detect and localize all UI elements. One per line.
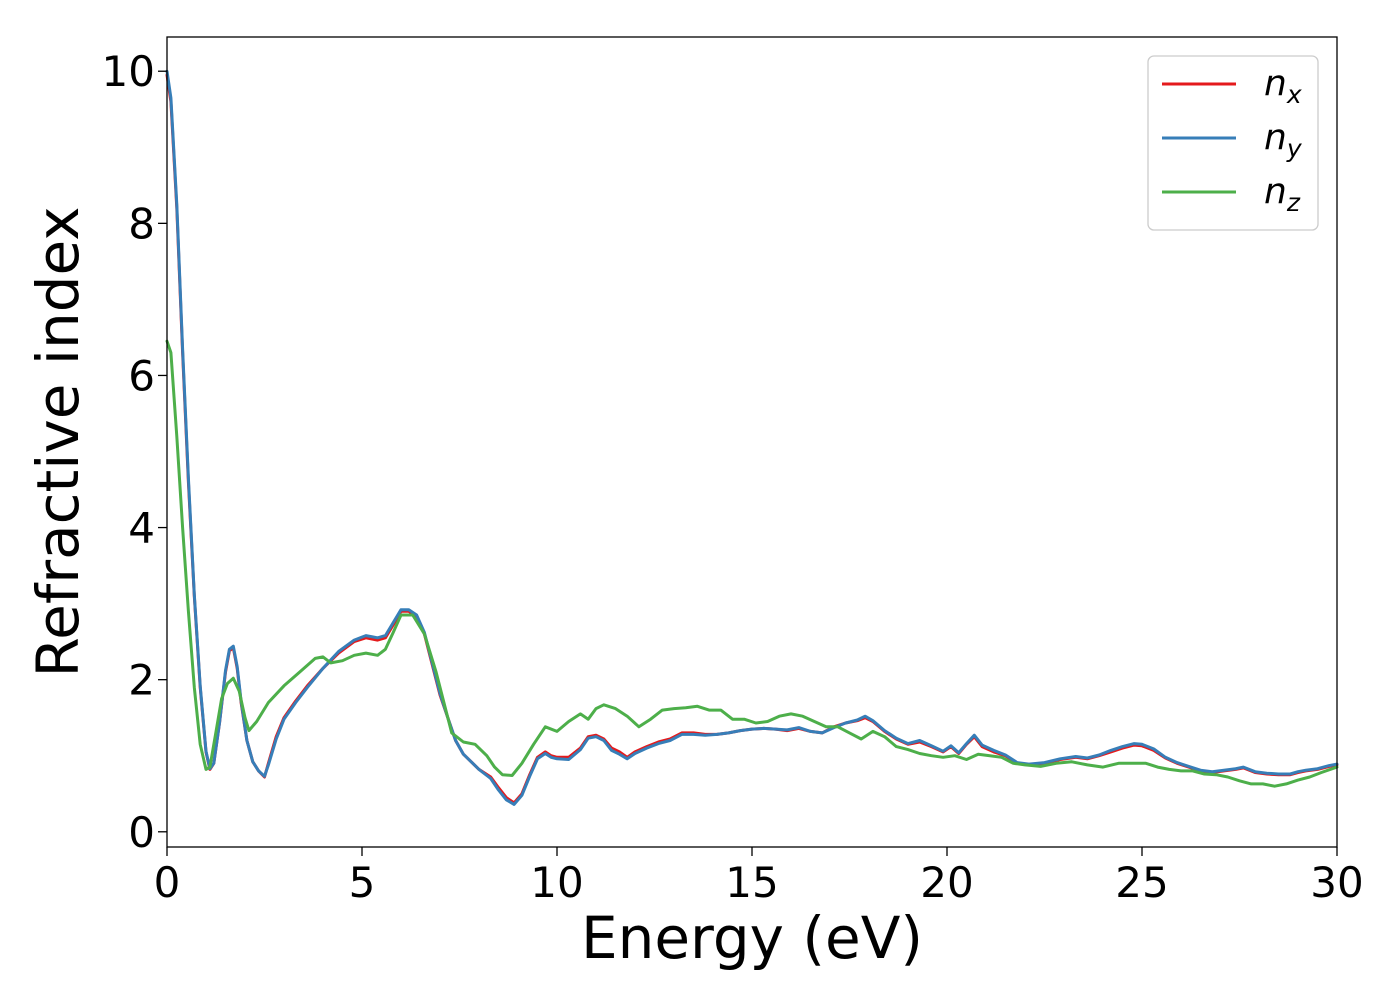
- y-tick-label: 2: [128, 656, 155, 705]
- y-tick-label: 6: [128, 351, 155, 400]
- series-layer: [165, 69, 1339, 806]
- y-tick-label: 4: [128, 504, 155, 553]
- y-tick-label: 0: [128, 808, 155, 857]
- legend-subscript: y: [1286, 134, 1303, 163]
- y-tick-label: 10: [102, 47, 155, 96]
- x-tick-label: 20: [920, 858, 973, 907]
- series-line-nz: [165, 339, 1339, 788]
- x-tick-label: 5: [349, 858, 376, 907]
- y-tick-label: 8: [128, 199, 155, 248]
- x-tick-label: 30: [1310, 858, 1363, 907]
- x-tick-label: 0: [154, 858, 181, 907]
- legend-subscript: x: [1286, 80, 1302, 109]
- y-axis: 0 2 4 6 8 10: [102, 47, 167, 857]
- y-axis-label: Refractive index: [24, 206, 92, 677]
- x-tick-label: 15: [725, 858, 778, 907]
- plot-background: [167, 37, 1337, 847]
- x-axis: 0 5 10 15 20 25 30: [154, 847, 1364, 907]
- legend-box: [1147, 55, 1319, 231]
- legend-subscript: z: [1286, 188, 1301, 217]
- x-axis-label: Energy (eV): [581, 904, 923, 972]
- x-tick-label: 10: [530, 858, 583, 907]
- series-line-ny: [165, 69, 1339, 806]
- x-tick-label: 25: [1115, 858, 1168, 907]
